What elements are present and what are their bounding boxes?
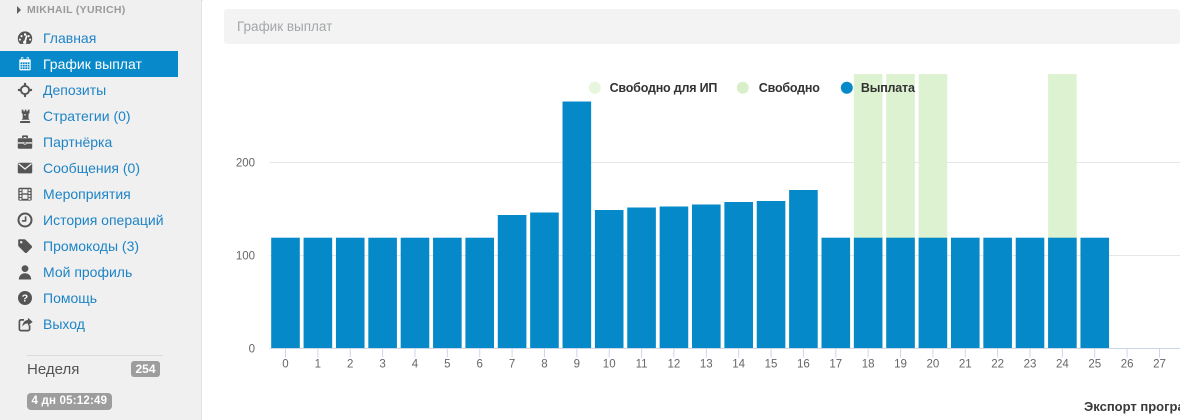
svg-text:100: 100 bbox=[236, 250, 255, 262]
svg-text:14: 14 bbox=[732, 359, 745, 371]
svg-text:22: 22 bbox=[991, 359, 1004, 371]
svg-text:1: 1 bbox=[315, 359, 321, 371]
svg-text:16: 16 bbox=[797, 359, 810, 371]
svg-text:7: 7 bbox=[509, 359, 515, 371]
svg-text:20: 20 bbox=[927, 359, 940, 371]
svg-text:13: 13 bbox=[700, 359, 713, 371]
svg-text:0: 0 bbox=[249, 343, 255, 355]
svg-text:5: 5 bbox=[444, 359, 450, 371]
svg-text:Выплата: Выплата bbox=[861, 81, 916, 95]
svg-text:Свободно для ИП: Свободно для ИП bbox=[610, 81, 718, 95]
svg-text:18: 18 bbox=[862, 359, 875, 371]
svg-text:0: 0 bbox=[282, 359, 288, 371]
svg-text:17: 17 bbox=[829, 359, 842, 371]
svg-text:21: 21 bbox=[959, 359, 972, 371]
svg-text:8: 8 bbox=[541, 359, 547, 371]
svg-text:2: 2 bbox=[347, 359, 353, 371]
svg-text:26: 26 bbox=[1121, 359, 1134, 371]
svg-text:Свободно: Свободно bbox=[759, 81, 820, 95]
svg-text:24: 24 bbox=[1056, 359, 1069, 371]
svg-text:6: 6 bbox=[477, 359, 483, 371]
svg-text:12: 12 bbox=[668, 359, 681, 371]
svg-text:11: 11 bbox=[636, 359, 648, 371]
svg-text:4: 4 bbox=[412, 359, 419, 371]
svg-text:25: 25 bbox=[1088, 359, 1101, 371]
svg-text:15: 15 bbox=[765, 359, 778, 371]
svg-text:19: 19 bbox=[894, 359, 907, 371]
svg-text:?: ? bbox=[22, 292, 28, 304]
svg-text:9: 9 bbox=[574, 359, 580, 371]
svg-text:27: 27 bbox=[1153, 359, 1166, 371]
svg-text:10: 10 bbox=[603, 359, 616, 371]
svg-text:3: 3 bbox=[379, 359, 385, 371]
svg-text:23: 23 bbox=[1024, 359, 1037, 371]
svg-text:200: 200 bbox=[236, 157, 255, 169]
